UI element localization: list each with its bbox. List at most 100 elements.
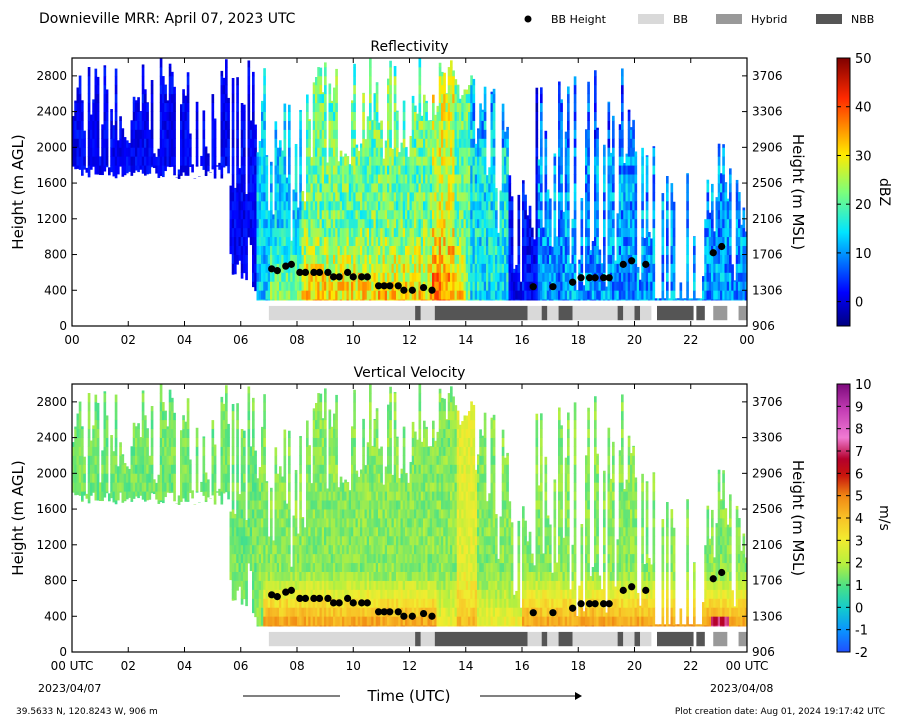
heatmap-cell <box>159 437 163 447</box>
heatmap-cell <box>150 473 154 483</box>
heatmap-cell <box>292 236 296 246</box>
heatmap-cell <box>267 281 271 291</box>
heatmap-cell <box>463 120 467 130</box>
heatmap-cell <box>319 138 323 148</box>
heatmap-cell <box>202 129 206 139</box>
heatmap-cell <box>373 183 377 193</box>
heatmap-cell <box>742 218 746 229</box>
heatmap-cell <box>731 272 734 282</box>
heatmap-cell <box>607 245 611 255</box>
heatmap-cell <box>213 174 217 179</box>
heatmap-cell <box>344 290 347 300</box>
heatmap-cell <box>474 209 478 220</box>
heatmap-cell <box>168 93 172 104</box>
heatmap-cell <box>452 93 455 104</box>
heatmap-cell <box>652 200 656 211</box>
heatmap-cell <box>488 281 491 291</box>
heatmap-cell <box>321 299 325 301</box>
heatmap-cell <box>164 84 167 86</box>
heatmap-cell <box>135 437 138 447</box>
heatmap-cell <box>324 174 327 184</box>
heatmap-cell <box>582 290 586 300</box>
heatmap-cell <box>123 137 127 139</box>
heatmap-cell <box>72 120 75 130</box>
heatmap-cell <box>299 129 302 139</box>
heatmap-cell <box>389 156 392 166</box>
heatmap-cell <box>335 68 338 77</box>
heatmap-cell <box>492 138 496 148</box>
heatmap-cell <box>292 189 296 193</box>
heatmap-cell <box>114 410 118 421</box>
heatmap-cell <box>623 227 626 238</box>
heatmap-cell <box>261 111 264 121</box>
heatmap-cell <box>162 165 165 175</box>
heatmap-cell <box>537 290 541 300</box>
heatmap-cell <box>333 87 336 95</box>
heatmap-cell <box>632 183 635 193</box>
heatmap-cell <box>279 236 282 246</box>
heatmap-cell <box>623 236 626 246</box>
heatmap-cell <box>573 281 577 291</box>
heatmap-cell <box>506 263 509 273</box>
heatmap-cell <box>427 227 431 238</box>
heatmap-cell <box>285 299 289 301</box>
heatmap-cell <box>492 183 496 193</box>
heatmap-cell <box>135 473 138 483</box>
heatmap-cell <box>396 138 399 148</box>
heatmap-cell <box>398 227 401 238</box>
heatmap-cell <box>535 138 539 148</box>
heatmap-cell <box>429 299 433 301</box>
heatmap-cell <box>281 281 284 291</box>
heatmap-cell <box>139 165 143 170</box>
heatmap-cell <box>263 299 266 301</box>
heatmap-cell <box>274 236 278 246</box>
heatmap-cell <box>261 290 264 300</box>
heatmap-cell <box>387 147 390 157</box>
heatmap-cell <box>141 93 145 104</box>
heatmap-cell <box>78 401 82 403</box>
heatmap-cell <box>135 129 138 139</box>
heatmap-cell <box>274 254 278 264</box>
heatmap-cell <box>150 156 154 166</box>
heatmap-cell <box>652 147 656 157</box>
heatmap-cell <box>465 245 469 255</box>
heatmap-cell <box>477 138 480 148</box>
heatmap-cell <box>690 299 694 301</box>
heatmap-cell <box>542 281 545 291</box>
heatmap-cell <box>436 209 440 220</box>
heatmap-cell <box>414 200 417 211</box>
heatmap-cell <box>522 209 525 220</box>
heatmap-cell <box>607 156 611 166</box>
heatmap-cell <box>501 174 505 184</box>
heatmap-cell <box>137 97 140 104</box>
heatmap-cell <box>621 290 624 300</box>
heatmap-cell <box>560 138 563 148</box>
heatmap-cell <box>735 245 739 255</box>
heatmap-cell <box>263 84 266 95</box>
heatmap-cell <box>564 281 568 291</box>
heatmap-cell <box>517 236 521 246</box>
heatmap-cell <box>306 299 309 301</box>
heatmap-cell <box>164 165 167 172</box>
heatmap-cell <box>258 245 262 255</box>
heatmap-cell <box>434 254 437 264</box>
heatmap-cell <box>504 263 507 273</box>
heatmap-cell <box>735 236 739 246</box>
heatmap-cell <box>492 281 496 291</box>
bb-height-point <box>599 274 608 282</box>
heatmap-cell <box>591 245 595 255</box>
heatmap-cell <box>189 165 192 168</box>
heatmap-cell <box>596 183 599 193</box>
heatmap-cell <box>317 192 320 202</box>
heatmap-cell <box>672 254 676 264</box>
heatmap-cell <box>339 227 343 238</box>
heatmap-cell <box>533 239 536 246</box>
heatmap-cell <box>225 75 228 86</box>
heatmap-cell <box>387 183 390 193</box>
heatmap-cell <box>301 245 305 255</box>
heatmap-cell <box>544 218 548 229</box>
heatmap-cell <box>472 299 476 301</box>
heatmap-cell <box>704 219 707 229</box>
heatmap-cell <box>731 264 734 273</box>
heatmap-cell <box>263 254 266 264</box>
